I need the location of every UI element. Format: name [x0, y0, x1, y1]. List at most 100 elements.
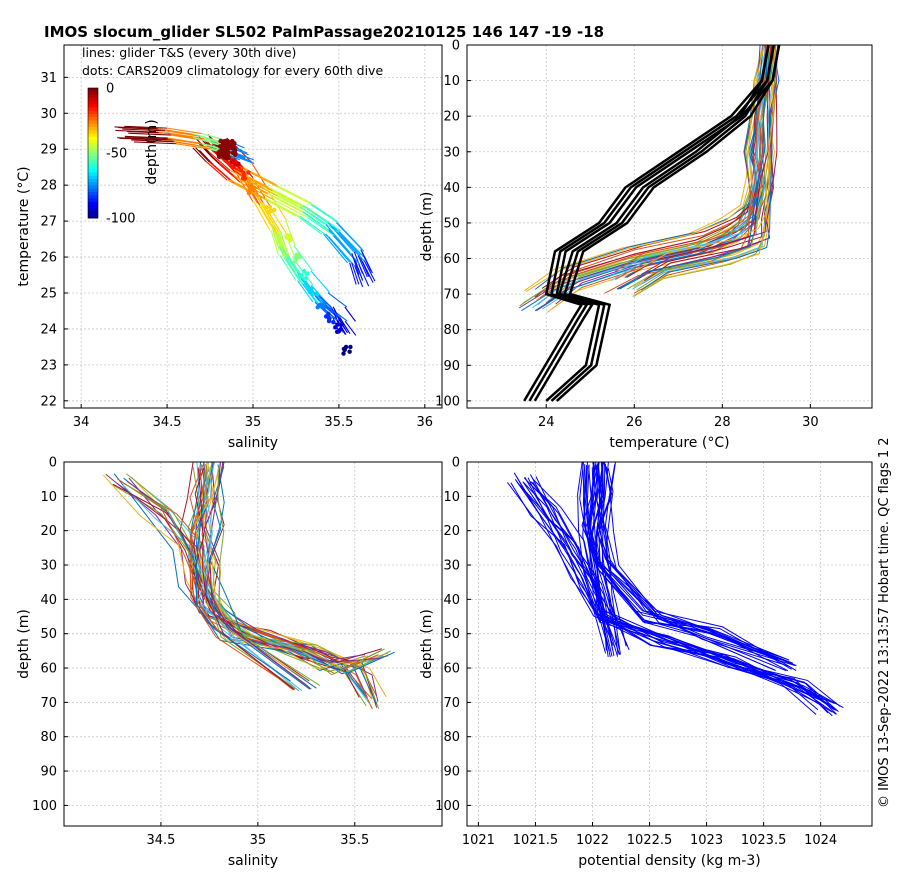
x-axis-label: temperature (°C)	[609, 435, 729, 451]
ts-line-segment	[205, 149, 220, 165]
ts-line-segment	[234, 155, 255, 165]
y-tick-label: 20	[443, 110, 460, 125]
colorbar-segment	[88, 149, 98, 154]
copyright-note: © IMOS 13-Sep-2022 13:13:57 Hobart time.…	[877, 437, 892, 808]
y-tick-label: 70	[40, 696, 57, 711]
y-tick-label: 60	[443, 662, 460, 677]
glider-temperature-profile	[644, 45, 778, 282]
climatology-dot	[333, 325, 338, 330]
glider-temperature-profile	[626, 45, 772, 290]
x-tick-label: 26	[626, 415, 643, 430]
colorbar-segment	[88, 88, 98, 92]
density-profile	[591, 466, 782, 663]
y-tick-label: 100	[32, 799, 57, 814]
density-profile	[596, 466, 796, 666]
ts-line-segment	[131, 139, 175, 143]
ts-line-segment	[267, 192, 303, 212]
y-tick-label: 0	[49, 456, 57, 471]
density-profile	[577, 462, 607, 654]
y-tick-label: 27	[40, 215, 57, 230]
y-tick-label: 90	[40, 765, 57, 780]
colorbar-segment	[88, 91, 98, 95]
axes-frame	[466, 461, 873, 827]
colorbar-segment	[88, 192, 98, 196]
plot-area	[114, 125, 376, 356]
y-tick-label: 20	[443, 524, 460, 539]
density-profile	[598, 462, 790, 661]
density-profile	[532, 481, 841, 707]
ts-line-segment	[316, 293, 333, 309]
y-tick-label: 60	[40, 662, 57, 677]
density-profile	[527, 477, 836, 710]
climatology-temperature-profile	[555, 45, 781, 402]
climatology-dot	[241, 170, 246, 175]
ts-line-segment	[337, 230, 367, 260]
climatology-dot	[268, 208, 274, 213]
colorbar-segment	[88, 101, 98, 105]
colorbar-segment	[88, 172, 98, 177]
ts-line-segment	[297, 280, 314, 303]
colorbar-frame	[87, 87, 99, 219]
colorbar-segment	[88, 175, 98, 180]
climatology-temperature-profile	[550, 45, 776, 402]
ts-line-segment	[165, 130, 200, 137]
climatology-dot	[267, 204, 273, 210]
x-tick-label: 1023.5	[741, 833, 787, 848]
density-profile	[523, 482, 835, 711]
y-tick-label: 40	[443, 593, 460, 608]
ts-line-segment	[328, 236, 355, 266]
climatology-dot	[246, 183, 252, 188]
colorbar-label: depth(m)	[144, 119, 160, 184]
ts-line-segment	[323, 233, 348, 264]
ts-line-segment	[209, 161, 231, 181]
density-profile	[596, 462, 791, 665]
climatology-dot	[232, 152, 238, 158]
axes-frame	[63, 44, 443, 409]
climatology-dot	[224, 139, 230, 145]
ts-line-segment	[358, 264, 370, 287]
climatology-dot	[227, 144, 232, 149]
colorbar-segment	[88, 182, 98, 186]
climatology-dot	[315, 305, 320, 310]
colorbar-segment	[88, 146, 98, 151]
ts-line-segment	[309, 202, 337, 222]
y-tick-label: 24	[40, 322, 57, 337]
ts-line-segment	[262, 197, 297, 217]
salinity-profile	[195, 462, 291, 682]
density-profile	[596, 465, 775, 671]
climatology-dot	[235, 161, 241, 166]
colorbar-segment	[88, 140, 98, 144]
colorbar-segment	[88, 166, 98, 170]
ts-line-segment	[285, 258, 304, 285]
ts-line-segment	[230, 179, 265, 199]
x-tick-label: 1023	[690, 833, 723, 848]
climatology-dot	[348, 344, 353, 350]
climatology-dot	[293, 255, 298, 261]
salinity-profile	[198, 462, 299, 691]
x-axis-label: salinity	[228, 435, 278, 451]
y-tick-label: 22	[40, 394, 57, 409]
y-tick-label: 10	[40, 490, 57, 505]
colorbar-segment	[88, 136, 98, 141]
y-tick-label: 0	[452, 39, 460, 54]
y-tick-label: 70	[443, 288, 460, 303]
colorbar-segment	[88, 104, 98, 108]
glider-temperature-profile	[632, 45, 774, 290]
colorbar-segment	[88, 208, 98, 212]
ts-line-segment	[158, 128, 193, 135]
y-tick-label: 30	[443, 559, 460, 574]
colorbar-segment	[88, 153, 98, 157]
ts-line-segment	[363, 259, 376, 282]
climatology-dot	[217, 149, 222, 154]
ts-line-segment	[264, 187, 300, 207]
climatology-dot	[247, 188, 253, 194]
colorbar-segment	[88, 162, 98, 167]
climatology-dot	[288, 238, 293, 243]
climatology-dot	[220, 142, 226, 147]
climatology-dot	[246, 170, 251, 175]
salinity-profile	[126, 473, 391, 674]
y-tick-label: 60	[443, 252, 460, 267]
glider-temperature-profile	[617, 45, 768, 290]
ts-line-segment	[307, 217, 335, 237]
